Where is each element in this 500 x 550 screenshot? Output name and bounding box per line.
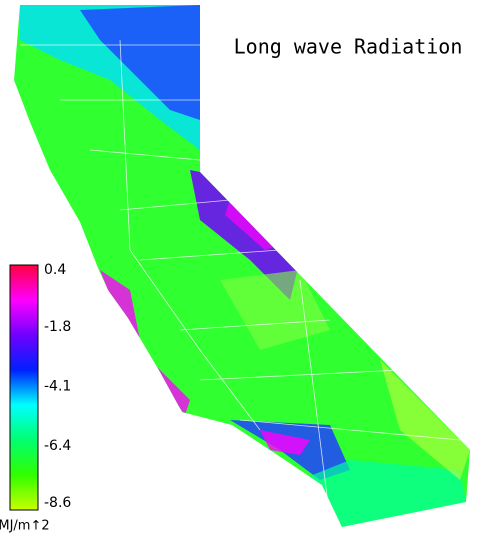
county-borders — [20, 39, 461, 521]
colorbar-tick-label: -1.8 — [44, 319, 71, 335]
colorbar-tick-label: -4.1 — [44, 379, 71, 395]
colorbar-tick-label: -8.6 — [44, 495, 71, 511]
colorbar-tick-label: 0.4 — [44, 262, 66, 278]
colorbar-tick-label: -6.4 — [44, 438, 71, 454]
map-title: Long wave Radiation — [234, 35, 463, 59]
colorbar — [9, 264, 39, 511]
colorbar-unit: MJ/m↑2 — [0, 519, 50, 534]
